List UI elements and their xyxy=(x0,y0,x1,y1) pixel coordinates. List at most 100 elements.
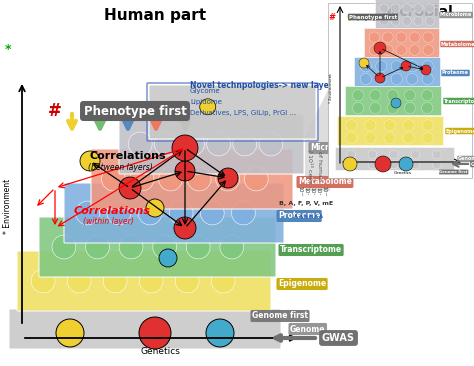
Circle shape xyxy=(174,217,196,239)
Text: *: * xyxy=(329,0,333,2)
Circle shape xyxy=(119,235,143,259)
FancyBboxPatch shape xyxy=(119,114,304,174)
Text: Glycome: Glycome xyxy=(190,88,220,94)
Circle shape xyxy=(101,167,125,191)
Circle shape xyxy=(346,150,356,159)
Text: 10⁷: 10⁷ xyxy=(316,187,320,195)
Circle shape xyxy=(422,120,433,131)
Circle shape xyxy=(423,32,434,42)
FancyBboxPatch shape xyxy=(9,309,281,349)
Circle shape xyxy=(402,16,411,26)
Circle shape xyxy=(259,132,283,156)
Circle shape xyxy=(411,160,420,169)
Circle shape xyxy=(374,42,386,54)
Circle shape xyxy=(359,58,369,68)
Circle shape xyxy=(139,317,171,349)
Circle shape xyxy=(387,102,398,113)
Circle shape xyxy=(421,90,433,101)
Circle shape xyxy=(155,132,178,156)
Circle shape xyxy=(376,74,387,85)
Text: Proteome: Proteome xyxy=(442,71,469,75)
Polygon shape xyxy=(305,86,330,191)
Circle shape xyxy=(410,32,420,42)
Circle shape xyxy=(206,319,234,347)
Circle shape xyxy=(103,269,127,293)
Circle shape xyxy=(403,132,414,143)
Circle shape xyxy=(396,32,407,42)
FancyBboxPatch shape xyxy=(149,85,316,139)
Circle shape xyxy=(422,132,433,143)
Text: * Environment: * Environment xyxy=(329,73,333,103)
Circle shape xyxy=(86,235,109,259)
Circle shape xyxy=(76,201,100,225)
Circle shape xyxy=(343,157,357,171)
Text: GWAS: GWAS xyxy=(471,161,474,167)
Text: Genome: Genome xyxy=(290,325,326,333)
Circle shape xyxy=(231,201,255,225)
Circle shape xyxy=(201,201,224,225)
Circle shape xyxy=(399,157,413,171)
Circle shape xyxy=(245,167,268,191)
Circle shape xyxy=(233,132,257,156)
Text: body: body xyxy=(328,158,332,174)
Text: Proteome: Proteome xyxy=(278,212,320,220)
FancyBboxPatch shape xyxy=(17,251,271,311)
Circle shape xyxy=(370,90,381,101)
Circle shape xyxy=(369,32,380,42)
Circle shape xyxy=(391,98,401,108)
Circle shape xyxy=(410,45,420,55)
Text: Epigenome: Epigenome xyxy=(278,280,326,288)
Circle shape xyxy=(139,269,163,293)
Circle shape xyxy=(220,235,244,259)
Circle shape xyxy=(380,4,389,13)
Circle shape xyxy=(421,102,433,113)
Circle shape xyxy=(207,132,230,156)
Circle shape xyxy=(432,160,441,169)
Text: 10⁷: 10⁷ xyxy=(303,187,309,195)
Circle shape xyxy=(391,74,402,85)
Circle shape xyxy=(360,61,372,72)
Circle shape xyxy=(369,45,380,55)
Text: 10⁷: 10⁷ xyxy=(310,187,315,195)
Circle shape xyxy=(425,4,434,13)
Circle shape xyxy=(375,156,391,172)
Text: Derivatives, LPS, GILip, PrGI ...: Derivatives, LPS, GILip, PrGI ... xyxy=(190,110,296,116)
Text: Human part: Human part xyxy=(104,8,206,23)
Circle shape xyxy=(396,45,407,55)
Text: *: * xyxy=(5,43,11,56)
Circle shape xyxy=(181,132,204,156)
FancyBboxPatch shape xyxy=(355,57,440,86)
Text: Transcriptome: Transcriptome xyxy=(280,246,342,254)
FancyBboxPatch shape xyxy=(346,86,441,116)
Circle shape xyxy=(187,167,211,191)
Circle shape xyxy=(119,177,141,199)
Circle shape xyxy=(391,4,400,13)
Circle shape xyxy=(353,90,364,101)
Text: / 10¹³ cells: / 10¹³ cells xyxy=(307,149,313,183)
Circle shape xyxy=(391,61,402,72)
Text: Genome: Genome xyxy=(458,157,474,161)
Circle shape xyxy=(414,4,423,13)
Circle shape xyxy=(211,269,235,293)
Text: of human: of human xyxy=(318,151,322,181)
Text: Correlations: Correlations xyxy=(73,206,151,216)
Circle shape xyxy=(404,90,416,101)
Circle shape xyxy=(31,269,55,293)
Circle shape xyxy=(346,120,357,131)
Text: Lipidome: Lipidome xyxy=(190,99,222,105)
Circle shape xyxy=(365,132,376,143)
FancyBboxPatch shape xyxy=(375,0,439,29)
FancyBboxPatch shape xyxy=(64,183,284,243)
Circle shape xyxy=(375,73,385,83)
FancyBboxPatch shape xyxy=(328,3,472,178)
Text: Correlations: Correlations xyxy=(90,151,166,161)
Circle shape xyxy=(383,32,393,42)
Circle shape xyxy=(422,74,433,85)
Circle shape xyxy=(130,167,154,191)
Circle shape xyxy=(384,120,395,131)
Circle shape xyxy=(172,135,198,161)
Text: (within layer): (within layer) xyxy=(82,217,133,227)
Text: #: # xyxy=(48,102,62,120)
Circle shape xyxy=(368,150,377,159)
Text: Microbiome: Microbiome xyxy=(310,143,361,153)
